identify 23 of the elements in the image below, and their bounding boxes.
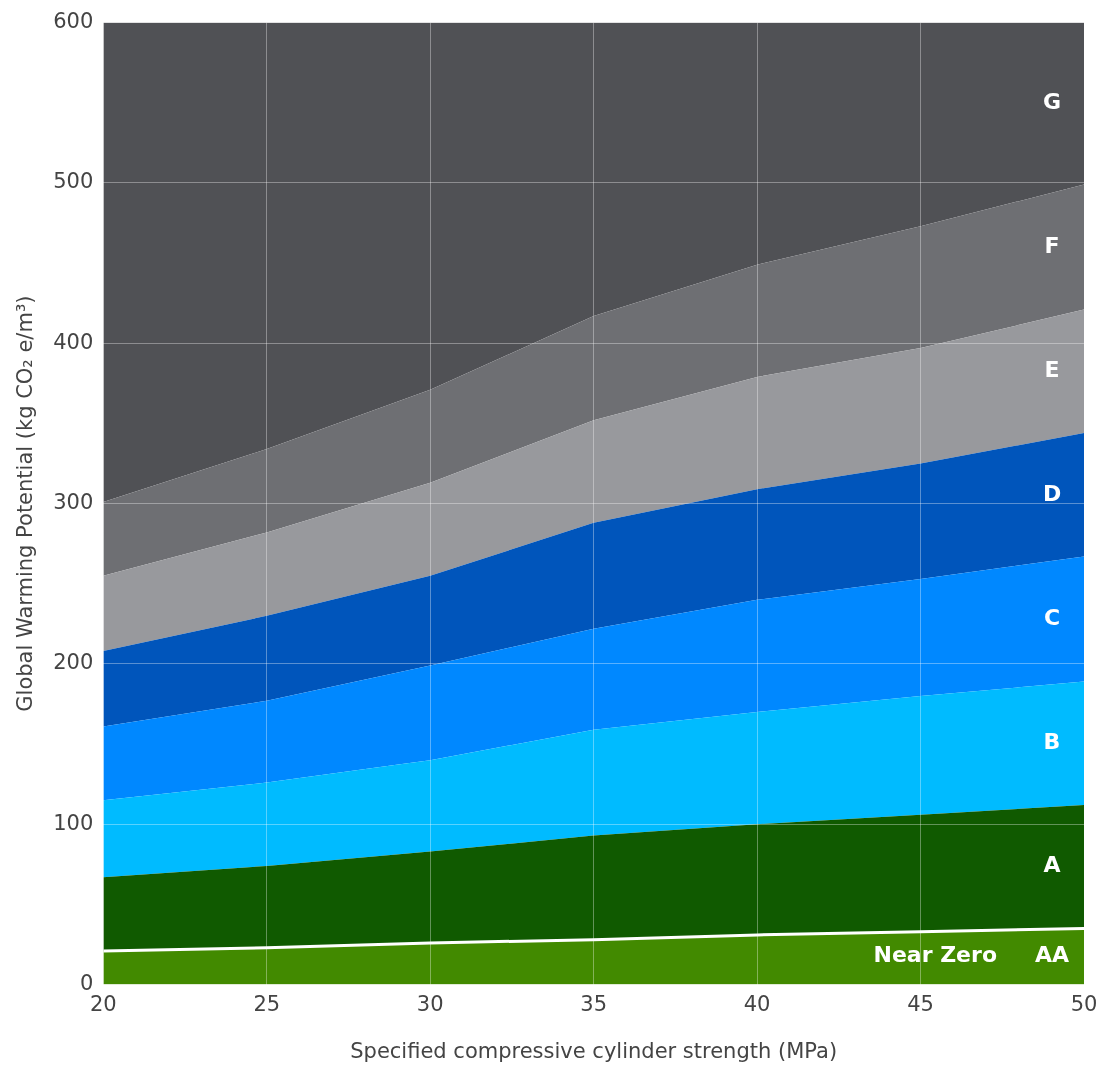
x-tick-label: 50	[1070, 991, 1098, 1016]
y-axis-title: Global Warming Potential (kg CO₂ e/m³)	[13, 295, 38, 712]
series-label: AA	[1034, 942, 1070, 968]
x-tick-label: 45	[907, 991, 934, 1016]
x-tick-label: 30	[416, 991, 444, 1016]
series-label: G	[1042, 89, 1062, 115]
y-tick-label: 400	[53, 329, 94, 354]
series-label: F	[1044, 232, 1060, 258]
series-label: D	[1042, 480, 1062, 506]
y-tick-label: 600	[53, 9, 94, 34]
y-tick-label: 500	[53, 169, 94, 194]
y-tick-label: 100	[53, 810, 94, 835]
series-label: C	[1043, 604, 1061, 630]
x-tick-label: 35	[580, 991, 608, 1016]
x-tick-label: 40	[743, 991, 771, 1016]
x-tick-label: 25	[253, 991, 281, 1016]
x-axis-title: Specified compressive cylinder strength (MPa)	[350, 1038, 838, 1063]
series-label: B	[1043, 729, 1061, 755]
y-tick-label: 200	[53, 650, 94, 675]
annotation: Near Zero	[873, 942, 997, 968]
series-label: A	[1043, 852, 1061, 878]
series-label: E	[1044, 357, 1060, 383]
y-tick-label: 300	[53, 490, 94, 515]
